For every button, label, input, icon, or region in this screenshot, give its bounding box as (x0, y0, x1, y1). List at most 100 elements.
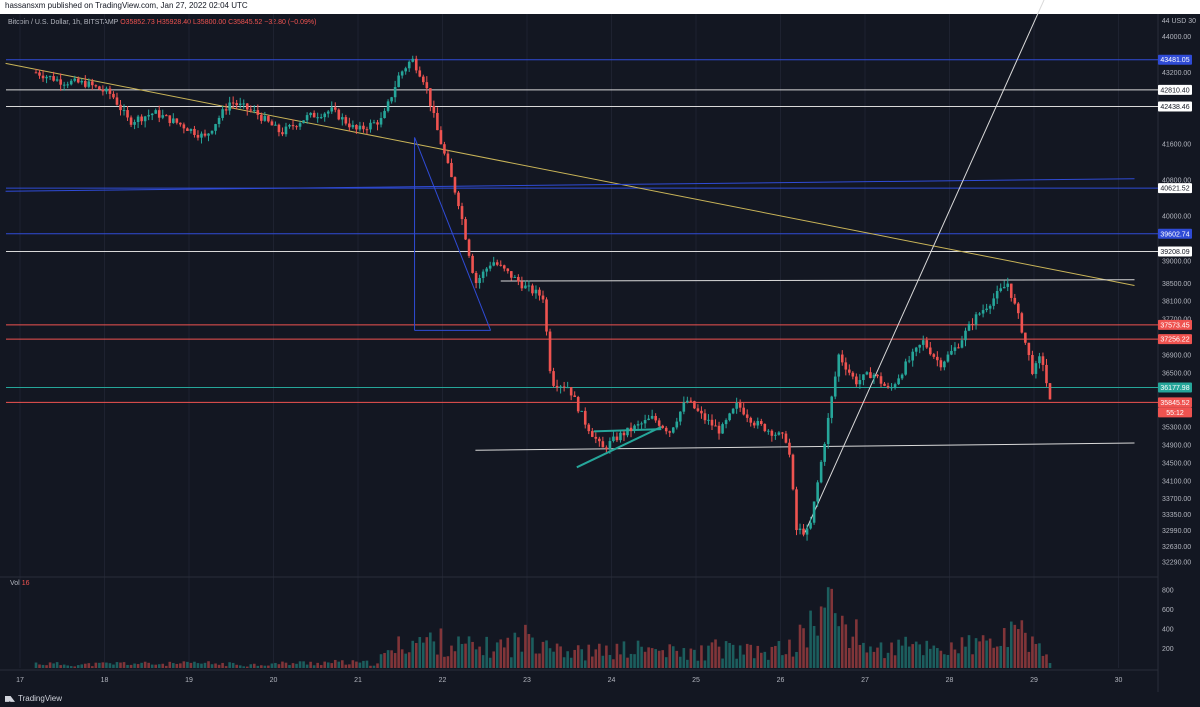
candle-body (231, 102, 235, 104)
volume-bar (918, 644, 922, 668)
candle-body (862, 374, 865, 381)
price-chart[interactable]: 44000.0043200.0042800.0042400.0041600.00… (0, 0, 1200, 692)
candle-body (759, 421, 763, 425)
volume-bar (643, 651, 647, 668)
candle-body (397, 75, 400, 88)
candle-body (689, 400, 693, 402)
volume-bar (605, 645, 608, 668)
candle-body (1024, 332, 1027, 343)
candle-body (657, 420, 661, 426)
candle-body (580, 410, 584, 412)
volume-bar (717, 646, 721, 668)
volume-bar (869, 646, 872, 668)
volume-bar (372, 665, 376, 668)
volume-bar (98, 662, 101, 668)
x-tick-label: 27 (861, 677, 869, 684)
candle-body (777, 432, 781, 435)
x-tick-label: 30 (1115, 677, 1123, 684)
volume-bar (369, 665, 372, 668)
volume-bar (1034, 643, 1038, 668)
candle-body (330, 107, 334, 112)
volume-bar (710, 642, 714, 668)
volume-bar (460, 643, 464, 668)
volume-bar (186, 661, 189, 668)
candle-body (622, 432, 626, 436)
candle-body (714, 425, 717, 427)
volume-bar (376, 663, 379, 668)
volume-bar (393, 653, 397, 668)
candle-body (531, 285, 534, 294)
volume-bar (805, 647, 809, 668)
volume-bar (890, 642, 893, 668)
candle-body (848, 369, 851, 373)
candle-body (555, 385, 559, 388)
volume-bar (587, 644, 591, 668)
volume-bar (626, 657, 629, 668)
candle-body (326, 111, 330, 114)
volume-bar (812, 625, 816, 668)
symbol-name[interactable]: Bitcoin / U.S. Dollar, 1h, BITSTAMP (8, 19, 119, 26)
publisher-bar: hassansxm published on TradingView.com, … (0, 0, 1200, 14)
candle-body (76, 78, 80, 83)
volume-bar (414, 643, 418, 668)
volume-bar (833, 613, 837, 668)
candle-body (488, 265, 492, 269)
volume-bar (943, 654, 946, 668)
volume-bar (759, 652, 763, 668)
y-tick-label: 34900.00 (1162, 442, 1191, 449)
candle-body (457, 192, 460, 207)
candle-body (735, 402, 738, 409)
candle-body (809, 522, 812, 529)
volume-bar (83, 663, 87, 668)
volume-bar (566, 651, 569, 668)
candle-body (872, 374, 876, 379)
candle-body (964, 330, 967, 341)
volume-bar (914, 641, 918, 668)
candle-body (510, 271, 513, 278)
y-tick-label: 34500.00 (1162, 460, 1191, 467)
volume-bar (939, 650, 943, 668)
candle-body (446, 153, 450, 163)
candle-body (590, 431, 594, 437)
volume-bar (210, 664, 214, 668)
price-tag-label: 42810.40 (1160, 87, 1189, 94)
volume-bar (351, 660, 355, 668)
volume-bar (214, 663, 217, 668)
volume-label: Vol (10, 580, 20, 587)
candle-body (418, 70, 422, 77)
volume-bar (91, 666, 94, 668)
volume-bar (263, 665, 267, 668)
volume-bar (136, 664, 140, 668)
candle-body (52, 76, 55, 81)
candle-body (721, 424, 724, 434)
candle-body (886, 385, 890, 388)
volume-bar (344, 664, 348, 668)
volume-bar (281, 661, 284, 668)
price-tag (1158, 54, 1192, 65)
volume-bar (957, 653, 960, 668)
candle-body (566, 387, 569, 389)
volume-bar (302, 661, 305, 668)
candle-body (594, 436, 598, 439)
volume-bar (397, 636, 400, 668)
candle-body (383, 110, 386, 119)
volume-bar (129, 664, 133, 668)
volume-bar (231, 662, 235, 668)
candle-body (150, 113, 154, 116)
volume-bar (453, 651, 457, 668)
volume-bar (601, 655, 605, 668)
candle-body (879, 376, 883, 384)
candle-body (717, 425, 721, 434)
candle-body (749, 417, 753, 423)
volume-bar (700, 645, 703, 668)
candle-body (812, 501, 816, 523)
volume-bar (105, 662, 108, 668)
candle-body (858, 380, 862, 385)
volume-bar (907, 646, 911, 668)
candle-body (333, 107, 337, 110)
volume-bar (478, 646, 481, 668)
volume-bar (724, 641, 728, 668)
volume-bar (1041, 655, 1045, 668)
volume-bar (608, 654, 612, 668)
volume-bar (823, 607, 826, 668)
